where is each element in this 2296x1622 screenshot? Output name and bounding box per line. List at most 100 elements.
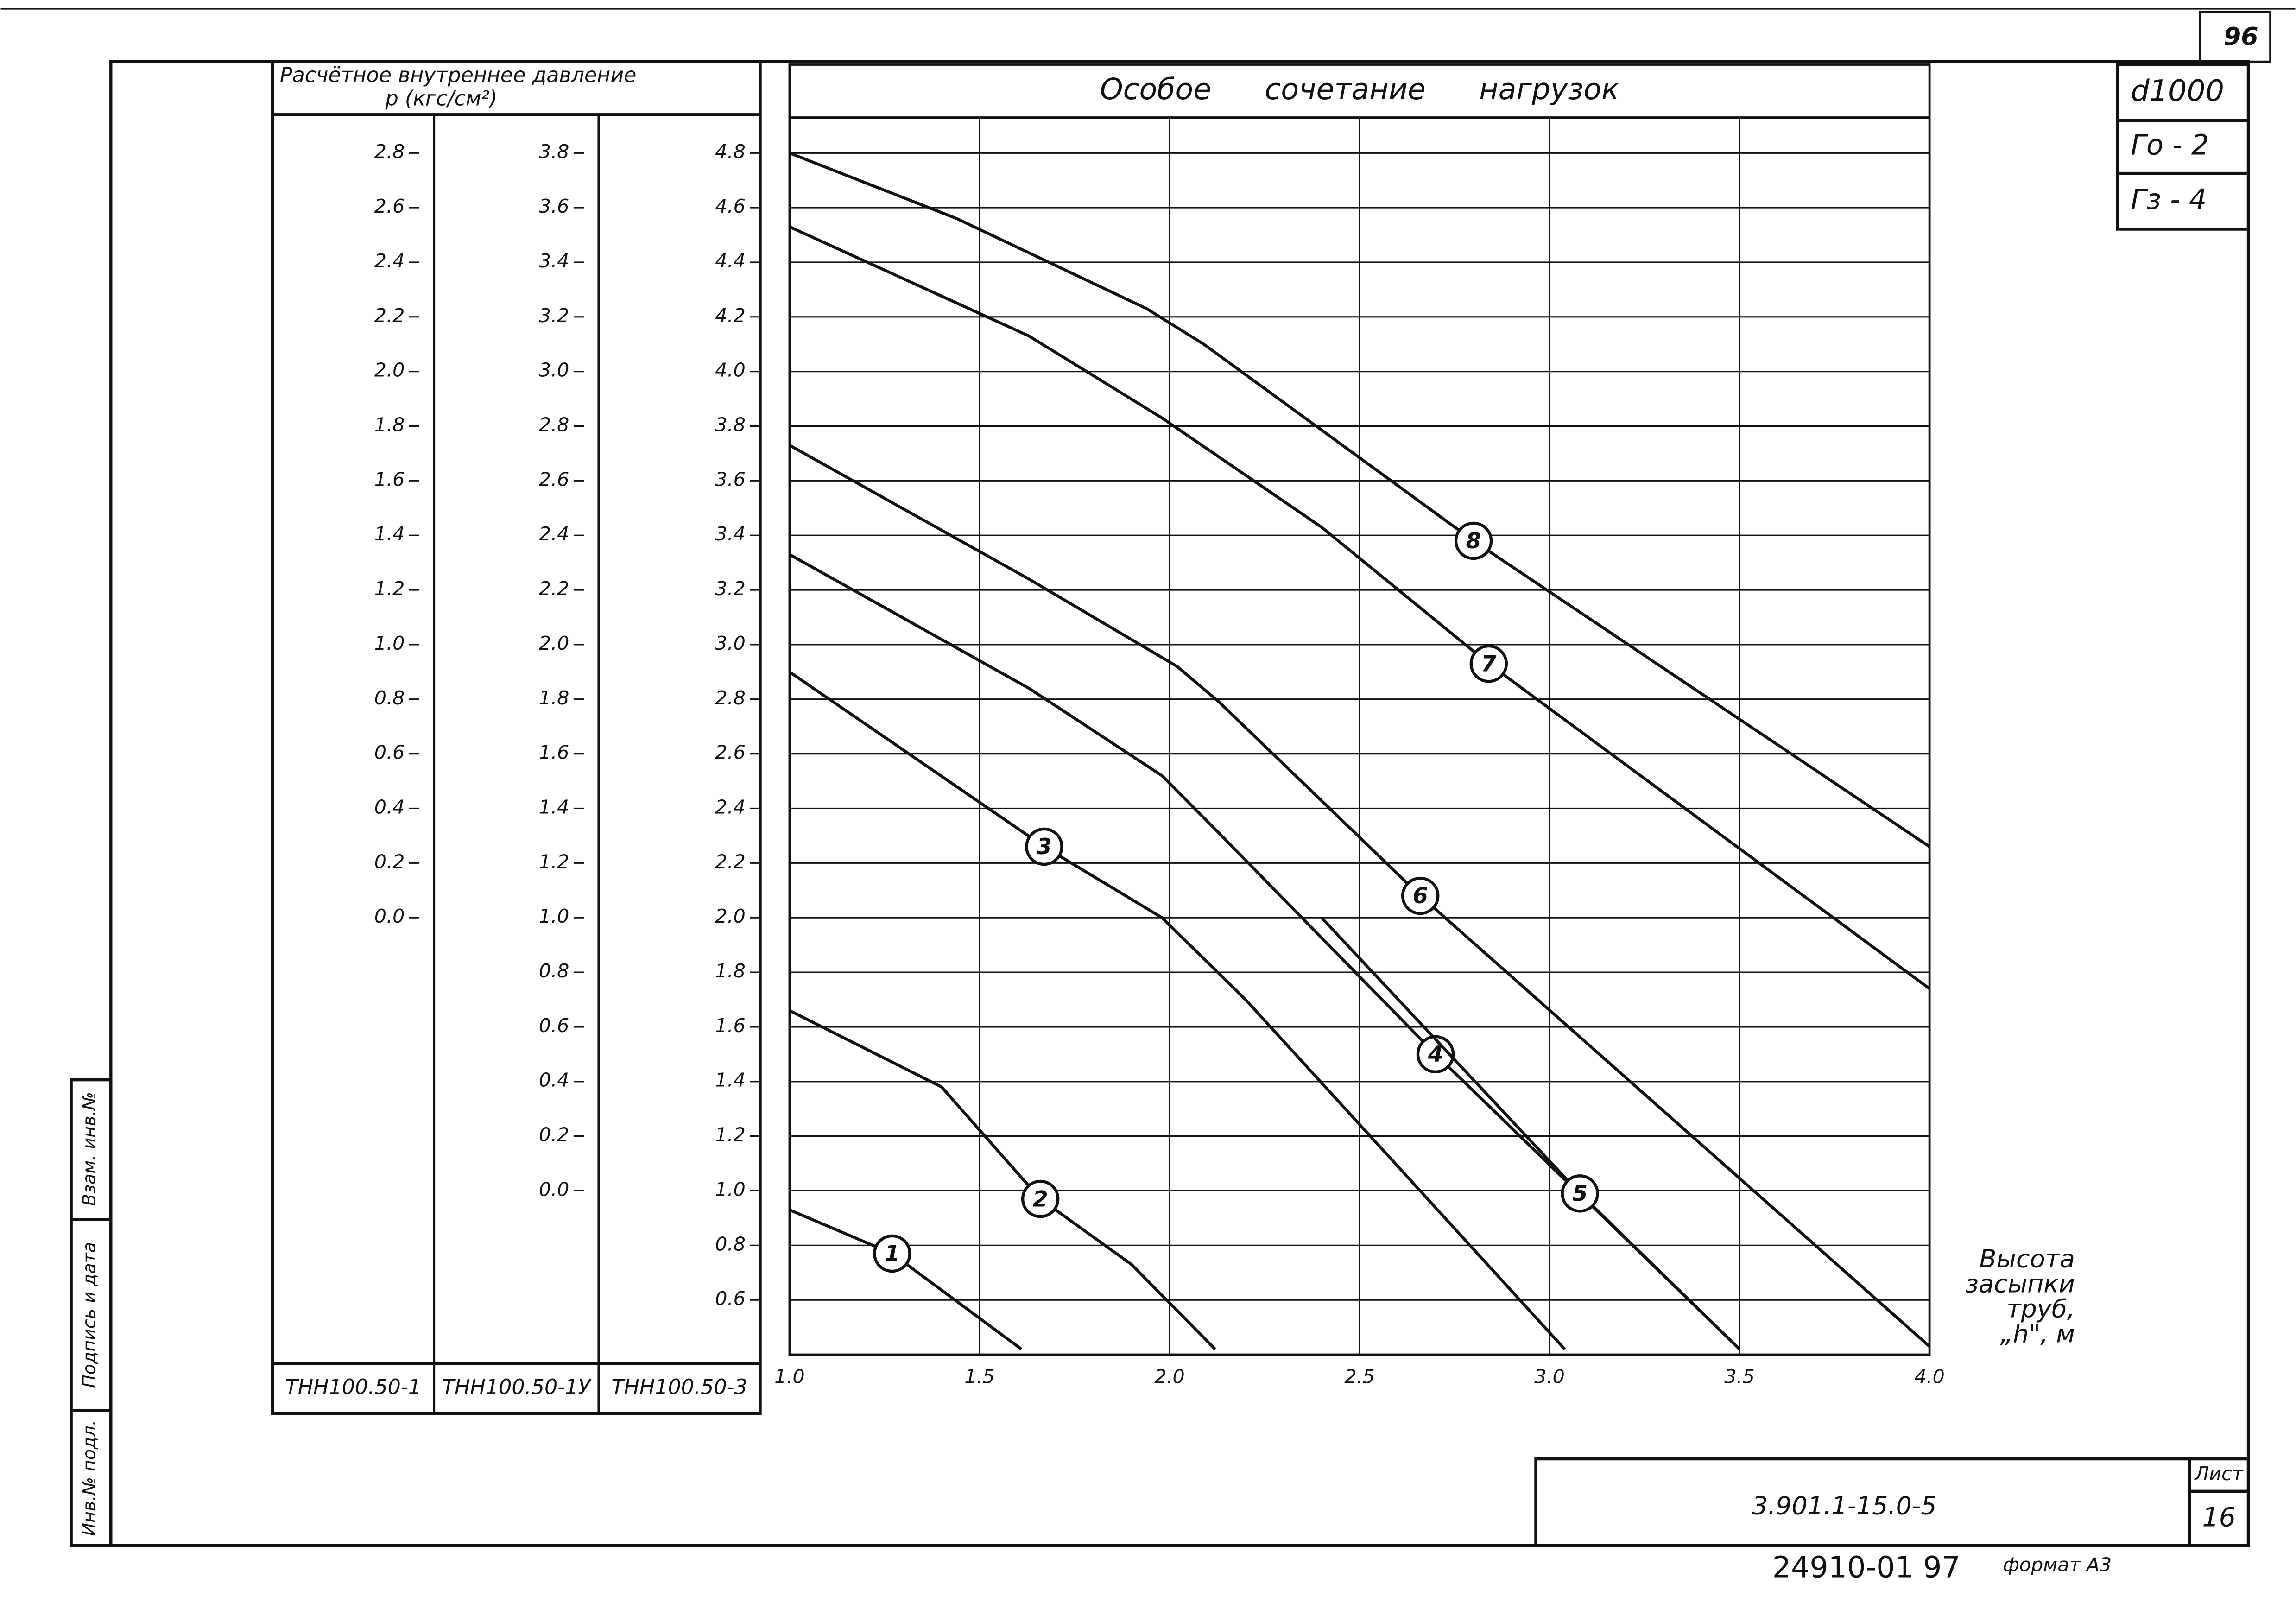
y-tick-label: 2.2 <box>715 850 746 873</box>
y-tick-label: 1.8 <box>715 960 746 982</box>
side-label: Инв.№ подл. <box>79 1420 99 1536</box>
curve-label: 1 <box>885 1241 900 1267</box>
scale-tick-label: 3.6 <box>539 195 569 217</box>
y-tick-label: 1.6 <box>715 1014 746 1037</box>
scale-tick-label: 2.2 <box>539 577 569 600</box>
side-label: Взам. инв.№ <box>79 1092 99 1206</box>
y-tick-label: 3.0 <box>715 632 746 654</box>
scale-name: ТНН100.50-3 <box>611 1375 747 1399</box>
scale-tick-label: 0.4 <box>374 796 405 818</box>
scale-name: ТНН100.50-1 <box>285 1375 421 1399</box>
g0: Го - 2 <box>2131 129 2209 162</box>
curve-label-circle <box>1416 1035 1455 1074</box>
scale-tick-label: 0.4 <box>539 1069 569 1091</box>
side-label: Подпись и дата <box>79 1242 99 1388</box>
scale-tick-label: 2.4 <box>539 523 569 545</box>
y-tick-label: 3.2 <box>715 577 746 600</box>
x-tick-label: 1.0 <box>774 1366 805 1388</box>
side-stamp <box>70 1078 113 1547</box>
curve-label: 6 <box>1413 883 1428 909</box>
scale-tick-label: 2.6 <box>374 195 405 217</box>
scale-tick-label: 0.0 <box>539 1178 569 1200</box>
curve <box>789 1009 1216 1350</box>
curve-label: 5 <box>1572 1181 1588 1207</box>
curve-label-circle <box>1469 644 1508 683</box>
y-tick-label: 0.6 <box>715 1287 746 1310</box>
y-tick-label: 4.2 <box>715 304 746 327</box>
y-tick-label: 4.6 <box>715 195 746 217</box>
x-axis-label: засыпки <box>1965 1269 2075 1299</box>
scale-tick-label: 2.8 <box>539 413 569 436</box>
pressure-unit: p (кгс/см²) <box>385 87 498 111</box>
page-number: 96 <box>2224 22 2258 51</box>
scale-tick-label: 3.2 <box>539 304 569 327</box>
scale-tick-label: 0.6 <box>374 741 405 764</box>
sheet-number: 16 <box>2202 1502 2236 1533</box>
curve <box>789 444 1931 1348</box>
curve-label: 8 <box>1466 528 1481 554</box>
y-tick-label: 3.8 <box>715 413 746 436</box>
scale-tick-label: 2.4 <box>374 250 405 272</box>
scale-tick-label: 0.0 <box>374 905 405 927</box>
pressure-label: Расчётное внутреннее давление <box>280 63 637 87</box>
stamp-box <box>2116 171 2250 231</box>
scale-tick-label: 0.2 <box>374 850 405 873</box>
curve-label-circle <box>1021 1179 1060 1218</box>
x-tick-label: 2.0 <box>1154 1366 1185 1388</box>
scale-tick-label: 1.0 <box>539 905 569 927</box>
x-tick-label: 2.5 <box>1344 1366 1375 1388</box>
scale-tick-label: 1.8 <box>374 413 405 436</box>
scale-tick-label: 3.4 <box>539 250 569 272</box>
page-box <box>2199 10 2271 63</box>
y-tick-label: 2.0 <box>715 905 746 927</box>
archive-number: 24910-01 97 <box>1772 1550 1961 1584</box>
curve-label: 7 <box>1481 651 1496 677</box>
scale-tick-label: 1.2 <box>539 850 569 873</box>
y-tick-label: 2.6 <box>715 741 746 764</box>
y-tick-label: 4.4 <box>715 250 746 272</box>
doc-code: 3.901.1-15.0-5 <box>1752 1491 1937 1520</box>
title-block <box>1534 1457 2250 1547</box>
scale-tick-label: 2.8 <box>374 140 405 163</box>
x-axis-label: „h", м <box>2000 1319 2075 1348</box>
y-tick-label: 0.8 <box>715 1233 746 1255</box>
scale-tick-label: 0.8 <box>539 960 569 982</box>
scale-tick-label: 2.2 <box>374 304 405 327</box>
format: формат А3 <box>2003 1554 2112 1576</box>
curve <box>789 671 1566 1350</box>
curve <box>789 553 1741 1350</box>
scale-tick-label: 1.4 <box>539 796 569 818</box>
x-tick-label: 4.0 <box>1914 1366 1945 1388</box>
y-tick-label: 3.4 <box>715 523 746 545</box>
x-axis-label: труб, <box>2006 1294 2075 1324</box>
scale-tick-label: 2.0 <box>539 632 569 654</box>
scale-tick-label: 1.8 <box>539 687 569 709</box>
scale-tick-label: 2.6 <box>539 468 569 490</box>
curve-label: 3 <box>1037 834 1052 860</box>
curve-label-circle <box>873 1234 911 1273</box>
scale-tick-label: 3.8 <box>539 140 569 163</box>
chart-title: Особое сочетание нагрузок <box>1100 72 1619 106</box>
scale-tick-label: 1.4 <box>374 523 405 545</box>
scale-tick-label: 1.6 <box>539 741 569 764</box>
curve-label-circle <box>1454 521 1493 560</box>
curve-label: 2 <box>1033 1186 1048 1212</box>
y-tick-label: 4.0 <box>715 359 746 381</box>
curve-label-circle <box>1025 827 1063 866</box>
y-tick-label: 4.8 <box>715 140 746 163</box>
y-tick-label: 1.0 <box>715 1178 746 1200</box>
curve <box>789 1208 1023 1350</box>
scale-tick-label: 0.2 <box>539 1124 569 1146</box>
x-axis-label: Высота <box>1979 1244 2075 1274</box>
y-tick-label: 2.4 <box>715 796 746 818</box>
scale-tick-label: 2.0 <box>374 359 405 381</box>
diameter: d1000 <box>2131 73 2224 108</box>
scale-tick-label: 3.0 <box>539 359 569 381</box>
y-tick-label: 1.4 <box>715 1069 746 1091</box>
frame <box>109 60 2250 1547</box>
scale-tick-label: 1.0 <box>374 632 405 654</box>
x-tick-label: 3.0 <box>1534 1366 1565 1388</box>
curve-label-circle <box>1561 1174 1599 1213</box>
